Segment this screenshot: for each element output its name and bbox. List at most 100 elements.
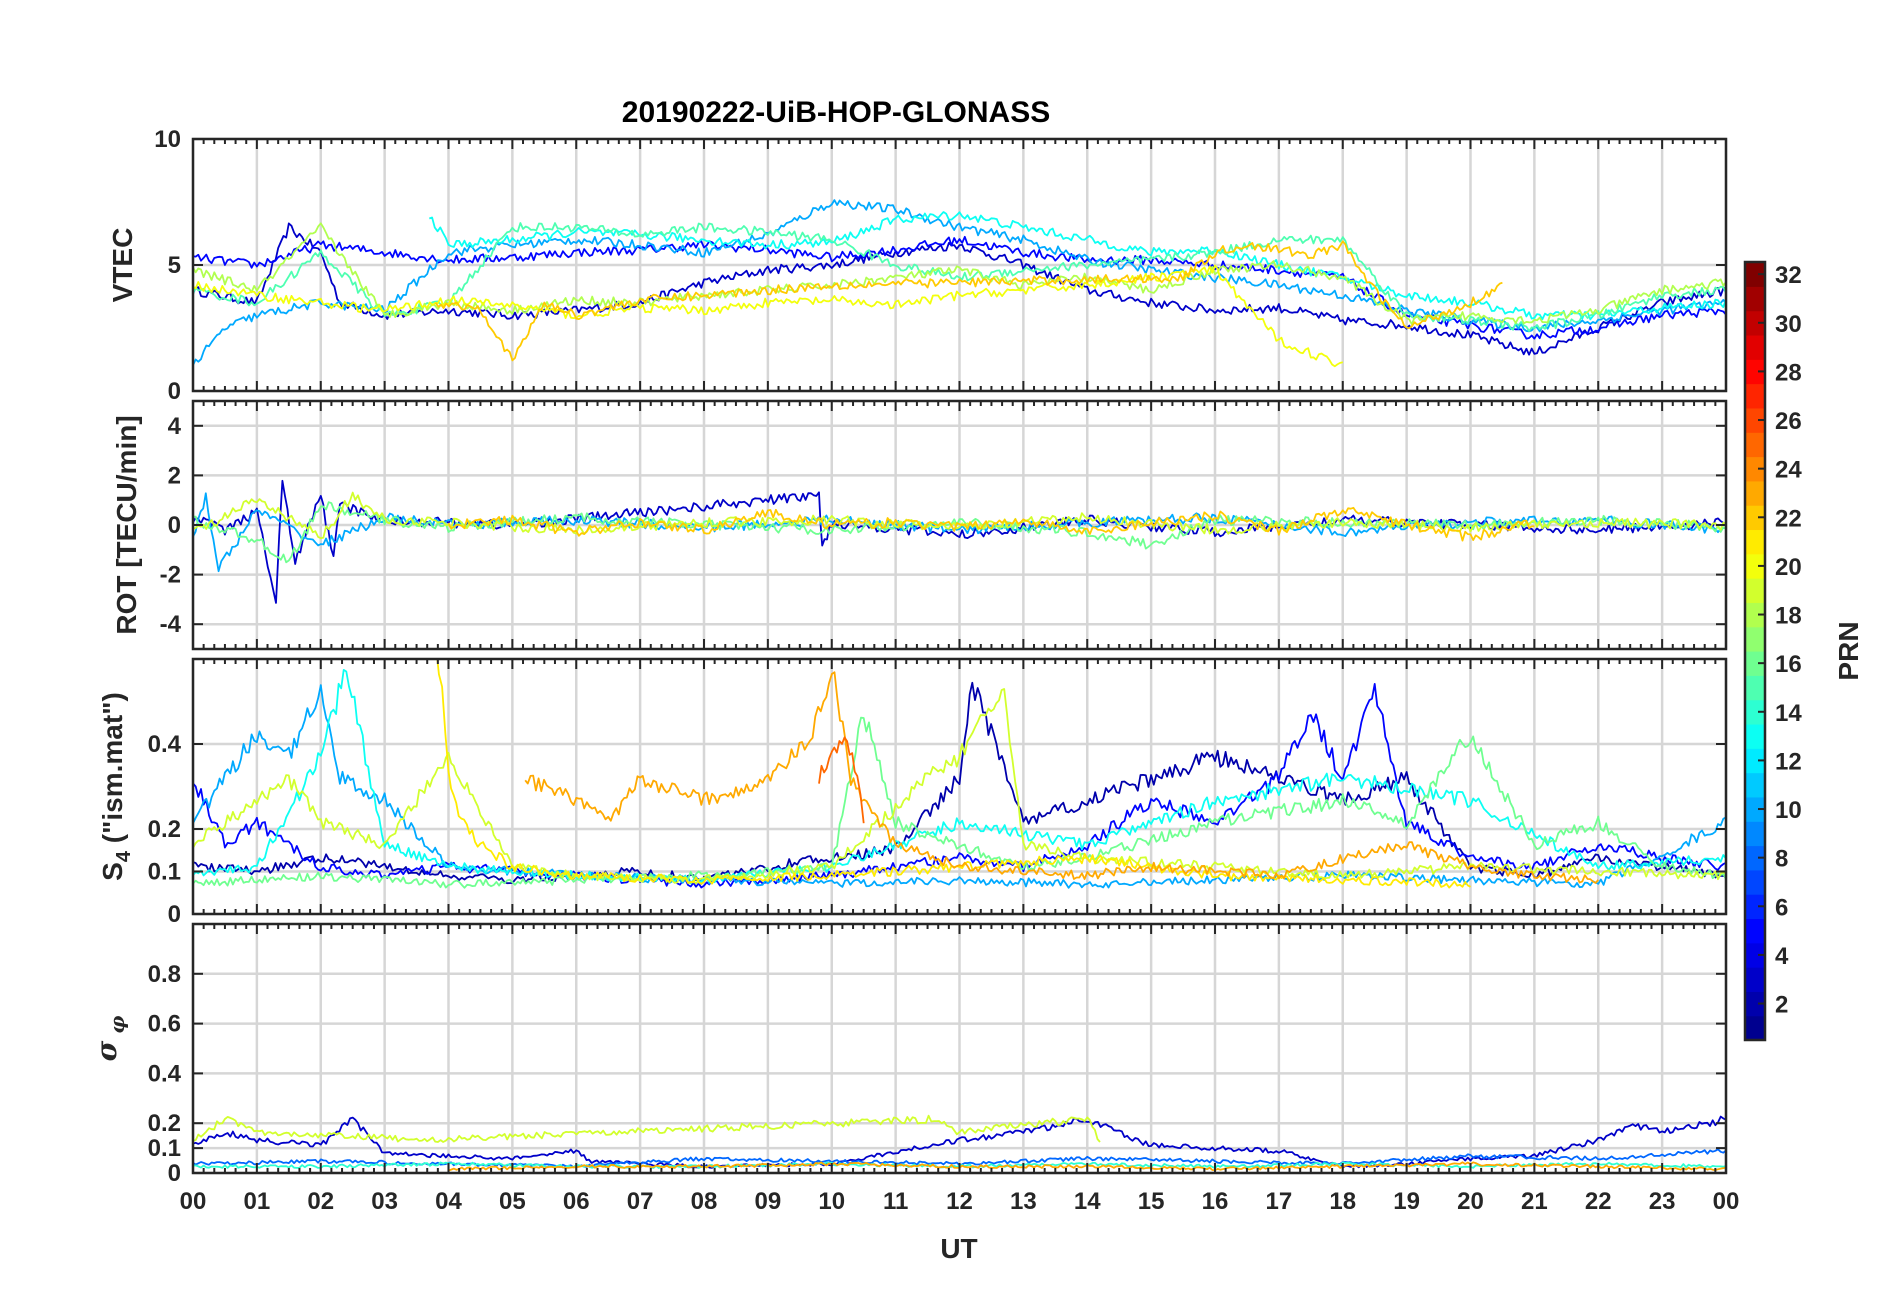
x-tick-label: 15	[1138, 1188, 1165, 1215]
colorbar-tick-label: 28	[1775, 359, 1802, 386]
colorbar-swatch	[1745, 334, 1765, 360]
colorbar-swatch	[1745, 456, 1765, 482]
y-axis-label: VTEC	[107, 228, 138, 303]
colorbar-swatch	[1745, 821, 1765, 847]
colorbar-swatch	[1745, 286, 1765, 312]
y-tick-label: -2	[160, 562, 181, 589]
chart-title: 20190222-UiB-HOP-GLONASS	[622, 96, 1050, 129]
colorbar-swatch	[1745, 772, 1765, 798]
y-tick-label: 0	[168, 901, 181, 928]
colorbar-swatch	[1745, 262, 1765, 287]
colorbar-tick-label: 6	[1775, 894, 1788, 921]
series-prn-18	[193, 222, 1726, 326]
colorbar-tick-label: 18	[1775, 603, 1802, 630]
y-tick-label: 4	[168, 413, 182, 440]
x-axis-label: UT	[940, 1233, 977, 1264]
colorbar-tick-label: 22	[1775, 505, 1802, 532]
colorbar-frame	[1743, 260, 1767, 1042]
colorbar-swatch	[1745, 505, 1765, 531]
y-tick-label: 0.4	[148, 731, 182, 758]
x-tick-label: 05	[499, 1188, 526, 1215]
y-tick-label: 0.8	[148, 961, 181, 988]
colorbar-swatch	[1745, 967, 1765, 992]
series-group	[193, 479, 1726, 604]
colorbar-swatch	[1745, 796, 1765, 822]
x-tick-label: 22	[1585, 1188, 1612, 1215]
x-tick-label: 03	[371, 1188, 398, 1215]
y-tick-label: 0	[168, 512, 181, 539]
y-tick-label: 0	[168, 378, 181, 405]
colorbar-tick-label: 26	[1775, 408, 1802, 435]
y-tick-label: 2	[168, 462, 181, 489]
x-tick-label: 20	[1457, 1188, 1484, 1215]
y-tick-label: -4	[160, 611, 182, 638]
x-tick-label: 13	[1010, 1188, 1037, 1215]
x-tick-label: 12	[946, 1188, 973, 1215]
colorbar-swatch	[1745, 310, 1765, 336]
x-tick-label: 11	[883, 1188, 908, 1215]
colorbar-swatch	[1745, 942, 1765, 968]
colorbar-tick-label: 16	[1775, 651, 1802, 678]
series-prn-5	[193, 683, 1726, 889]
x-tick-label: 00	[180, 1188, 207, 1215]
series-prn-23	[524, 671, 1599, 884]
panel-2: 0 0.1 0.2 0.4 S4 ("ism.mat")	[97, 657, 1728, 928]
colorbar-swatch	[1745, 748, 1765, 774]
series-prn-10	[193, 492, 1726, 573]
colorbar-swatch	[1745, 553, 1765, 579]
series-prn-25	[818, 736, 865, 824]
colorbar-tick-label: 24	[1775, 457, 1802, 484]
x-tick-label: 02	[307, 1188, 334, 1215]
series-group	[193, 199, 1726, 368]
series-prn-20	[193, 264, 1343, 368]
series-prn-19	[193, 1114, 1101, 1143]
x-tick-label: 07	[627, 1188, 654, 1215]
series-prn-22	[447, 506, 1535, 542]
colorbar-tick-label: 14	[1775, 700, 1802, 727]
y-axis-label: S4 ("ism.mat")	[97, 692, 135, 881]
colorbar-swatch	[1745, 1015, 1765, 1041]
colorbar-swatch	[1745, 918, 1765, 944]
y-tick-label: 0.1	[148, 1135, 181, 1162]
colorbar-tick-label: 32	[1775, 262, 1802, 289]
colorbar-swatch	[1745, 407, 1765, 433]
colorbar-swatch	[1745, 626, 1765, 652]
series-prn-16	[193, 501, 1726, 564]
y-tick-label: 0.1	[148, 859, 181, 886]
series-prn-3	[193, 1115, 1726, 1169]
series-prn-13	[193, 669, 1726, 885]
y-axis-label: ROT [TECU/min]	[111, 415, 142, 634]
y-tick-label: 0.4	[148, 1060, 182, 1087]
colorbar-swatch	[1745, 869, 1765, 895]
colorbar-swatch	[1745, 383, 1765, 409]
panel-3: 00.10.2 0.4 0.6 0.8 σ φ	[90, 922, 1728, 1187]
colorbar-swatch	[1745, 602, 1765, 628]
colorbar-tick-label: 10	[1775, 797, 1802, 824]
series-prn-10	[193, 199, 1726, 366]
series-prn-21	[436, 659, 1471, 889]
colorbar-tick-label: 30	[1775, 311, 1802, 338]
colorbar-swatch	[1745, 991, 1765, 1017]
panel-1: -4 -2 0 2 4 ROT [TECU/min]	[111, 399, 1728, 651]
y-tick-label: 0.2	[148, 1110, 181, 1137]
series-prn-19	[193, 688, 1726, 885]
y-tick-label: 10	[154, 126, 181, 153]
x-tick-label: 14	[1074, 1188, 1101, 1215]
colorbar-swatch	[1745, 529, 1765, 555]
colorbar-label: PRN	[1833, 621, 1864, 680]
x-tick-label: 23	[1649, 1188, 1676, 1215]
x-tick-label: 10	[818, 1188, 845, 1215]
x-tick-label: 08	[691, 1188, 718, 1215]
series-group	[193, 659, 1726, 889]
x-tick-label: 18	[1329, 1188, 1356, 1215]
colorbar-swatch	[1745, 845, 1765, 871]
x-tick-label: 04	[435, 1188, 462, 1215]
y-axis-label: σ φ	[90, 1016, 129, 1062]
colorbar-swatch	[1745, 651, 1765, 676]
series-prn-16	[193, 716, 1726, 889]
x-tick-label: 19	[1393, 1188, 1420, 1215]
y-tick-label: 0.2	[148, 816, 181, 843]
